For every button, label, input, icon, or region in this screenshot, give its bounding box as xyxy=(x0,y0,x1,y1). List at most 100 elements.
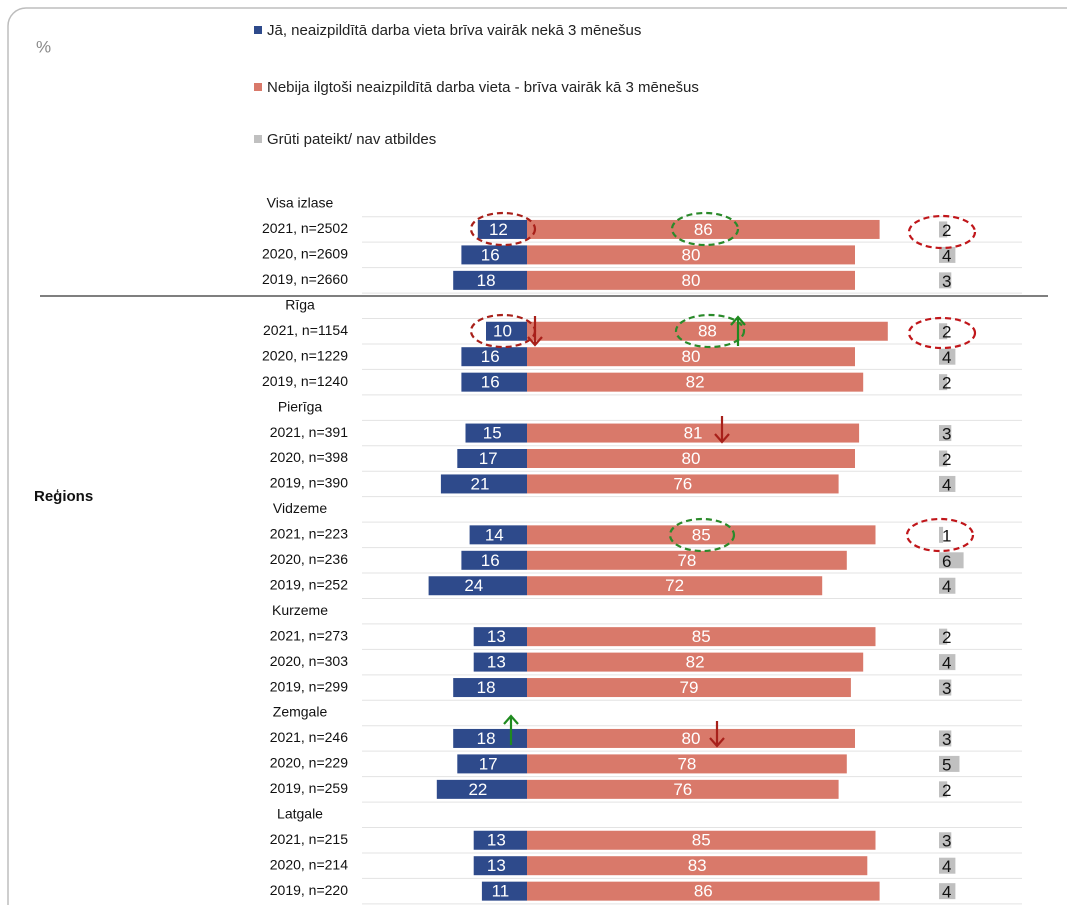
category-label: 2021, n=2502 xyxy=(262,220,348,236)
category-label: 2019, n=252 xyxy=(270,576,348,592)
bar xyxy=(457,754,527,774)
bar-label: 81 xyxy=(684,424,703,443)
bar-label: 86 xyxy=(694,220,713,239)
arrow-down xyxy=(714,416,730,444)
bar xyxy=(939,450,948,467)
bar-label: 2 xyxy=(942,628,951,647)
legend-item: Jā, neaizpildītā darba vieta brīva vairā… xyxy=(254,22,734,40)
bar-label: 12 xyxy=(489,220,508,239)
bar xyxy=(527,678,851,698)
category-label: Pierīga xyxy=(278,398,323,414)
bar-label: 82 xyxy=(686,373,705,392)
frame xyxy=(7,7,1067,905)
bar xyxy=(527,423,860,443)
category-label: 2019, n=2660 xyxy=(262,271,348,287)
bar-label: 18 xyxy=(477,729,496,748)
bar-label: 2 xyxy=(942,450,951,469)
bar xyxy=(469,525,527,545)
bar xyxy=(465,423,527,443)
bar-label: 80 xyxy=(682,449,701,468)
bar-label: 16 xyxy=(481,373,500,392)
bar-label: 80 xyxy=(682,729,701,748)
highlight xyxy=(668,517,736,553)
legend-text: Jā, neaizpildītā darba vieta brīva vairā… xyxy=(267,22,642,39)
category-label: 2020, n=214 xyxy=(270,856,348,872)
bar xyxy=(939,832,952,849)
bar xyxy=(477,219,527,239)
bar-label: 16 xyxy=(481,347,500,366)
bar xyxy=(939,781,948,798)
group-label: Reģions xyxy=(34,488,93,505)
bar xyxy=(939,755,960,772)
bar-label: 76 xyxy=(673,780,692,799)
highlight xyxy=(907,316,977,350)
bar xyxy=(527,779,839,799)
category-label: 2019, n=259 xyxy=(270,780,348,796)
bar xyxy=(473,652,527,672)
highlight xyxy=(469,211,537,247)
bar-label: 4 xyxy=(942,475,951,494)
category-label: 2019, n=220 xyxy=(270,882,348,898)
category-label: 2020, n=236 xyxy=(270,551,348,567)
bar xyxy=(527,856,868,876)
category-label: Visa izlase xyxy=(267,195,334,211)
category-label: Rīga xyxy=(285,297,315,313)
bar xyxy=(527,576,823,596)
bar xyxy=(527,372,864,392)
bar xyxy=(527,550,847,570)
category-label: Zemgale xyxy=(273,704,328,720)
bar xyxy=(527,627,876,647)
category-label: 2020, n=2609 xyxy=(262,246,348,262)
bar xyxy=(939,654,956,671)
bar xyxy=(486,321,527,341)
category-label: 2021, n=273 xyxy=(270,627,348,643)
bar-label: 80 xyxy=(682,245,701,264)
category-label: Latgale xyxy=(277,806,323,822)
bar-label: 78 xyxy=(677,754,696,773)
bar xyxy=(939,374,948,391)
bar-label: 85 xyxy=(692,627,711,646)
bar-label: 21 xyxy=(470,474,489,493)
bar-label: 80 xyxy=(682,271,701,290)
legend-swatch xyxy=(254,26,262,34)
bar xyxy=(473,830,527,850)
bar xyxy=(527,652,864,672)
category-label: Vidzeme xyxy=(273,500,327,516)
bar-label: 18 xyxy=(477,271,496,290)
bar-label: 4 xyxy=(942,246,951,265)
bar xyxy=(939,679,952,696)
marks: Visa izlase 2021, n=2502 12 86 2 2020, n=2609… xyxy=(262,195,1022,905)
bar-label: 10 xyxy=(493,322,512,341)
bar xyxy=(939,857,956,874)
bar xyxy=(527,525,876,545)
bar xyxy=(453,678,527,698)
bar xyxy=(527,270,855,290)
arrow-down xyxy=(709,721,725,748)
bar xyxy=(453,728,527,748)
highlight xyxy=(674,313,746,349)
arrow-up xyxy=(730,315,746,346)
bar xyxy=(527,474,839,494)
bar xyxy=(527,347,855,367)
bar xyxy=(527,219,880,239)
bar-label: 6 xyxy=(942,552,951,571)
bar-label: 80 xyxy=(682,347,701,366)
bar-label: 3 xyxy=(942,425,951,444)
bar xyxy=(453,270,527,290)
bar xyxy=(939,730,952,747)
bar-label: 85 xyxy=(692,831,711,850)
bar-label: 13 xyxy=(487,627,506,646)
bar-label: 22 xyxy=(468,780,487,799)
category-label: 2020, n=398 xyxy=(270,449,348,465)
bar-label: 86 xyxy=(694,882,713,901)
legend-swatch xyxy=(254,135,262,143)
category-label: 2021, n=391 xyxy=(270,424,348,440)
bar-label: 82 xyxy=(686,653,705,672)
category-label: 2021, n=215 xyxy=(270,831,348,847)
bar-label: 3 xyxy=(942,730,951,749)
legend-swatch xyxy=(254,83,262,91)
bar-label: 79 xyxy=(679,678,698,697)
bar xyxy=(939,552,964,569)
highlight xyxy=(670,211,740,247)
